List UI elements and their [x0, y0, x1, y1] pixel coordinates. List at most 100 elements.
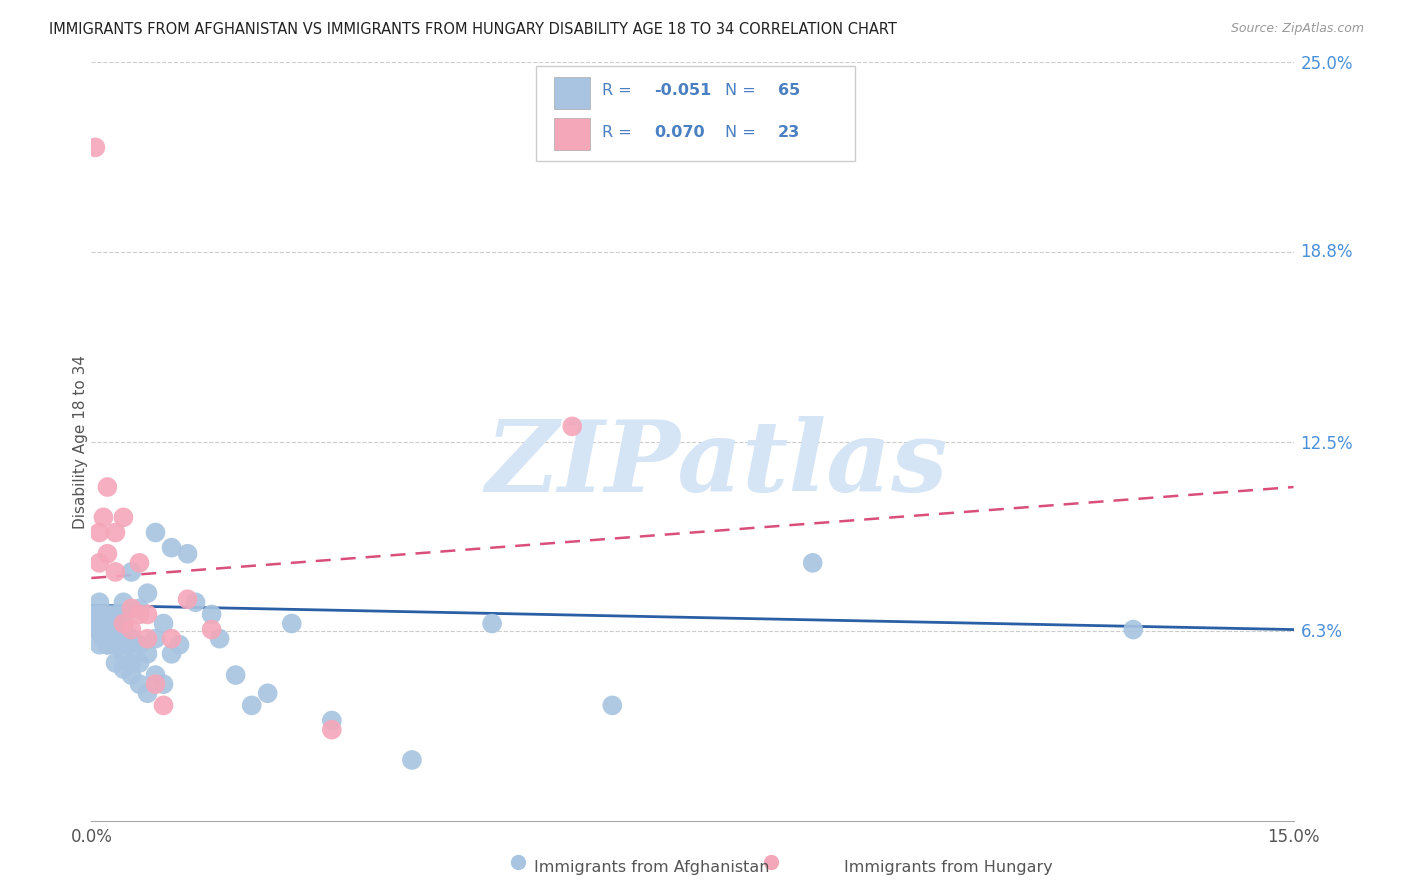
Point [145, 525, 167, 540]
Point [100, 632, 122, 646]
Point [96, 638, 118, 652]
Point [145, 668, 167, 682]
Point [112, 616, 135, 631]
Point [128, 677, 150, 691]
Text: R =: R = [602, 125, 637, 140]
Text: R =: R = [602, 83, 637, 97]
Point [176, 592, 198, 607]
Point [104, 638, 127, 652]
Point [152, 616, 174, 631]
Point [96, 607, 118, 622]
Point [112, 595, 135, 609]
Point [128, 556, 150, 570]
Point [96, 625, 118, 640]
Point [96, 616, 118, 631]
Point [96, 547, 118, 561]
FancyBboxPatch shape [536, 66, 855, 161]
Point [89, 638, 111, 652]
Point [208, 632, 231, 646]
Point [89, 556, 111, 570]
Point [89, 607, 111, 622]
Text: -0.051: -0.051 [654, 83, 711, 97]
Text: N =: N = [725, 83, 761, 97]
Point [84, 140, 107, 154]
Point [160, 632, 183, 646]
Point [321, 714, 343, 728]
Point [152, 698, 174, 713]
Point [136, 632, 159, 646]
Point [121, 656, 143, 670]
Point [160, 541, 183, 555]
Point [93, 623, 115, 637]
Bar [554, 119, 591, 150]
Point [104, 607, 127, 622]
Point [121, 565, 143, 579]
Text: Source: ZipAtlas.com: Source: ZipAtlas.com [1230, 22, 1364, 36]
Point [112, 638, 135, 652]
Point [401, 753, 423, 767]
Point [602, 698, 624, 713]
Point [104, 525, 127, 540]
Point [561, 419, 583, 434]
Point [104, 632, 127, 646]
Point [89, 625, 111, 640]
Point [96, 638, 118, 652]
Point [112, 510, 135, 524]
Point [87, 616, 110, 631]
Point [93, 510, 115, 524]
Point [128, 607, 150, 622]
Y-axis label: Disability Age 18 to 34: Disability Age 18 to 34 [73, 354, 87, 529]
Point [240, 698, 263, 713]
Point [121, 623, 143, 637]
Point [93, 632, 115, 646]
Text: 23: 23 [778, 125, 800, 140]
Point [321, 723, 343, 737]
Point [801, 556, 824, 570]
Text: 65: 65 [778, 83, 800, 97]
Point [96, 480, 118, 494]
Point [104, 565, 127, 579]
Point [121, 632, 143, 646]
Point [112, 647, 135, 661]
Point [225, 668, 247, 682]
Point [112, 607, 135, 622]
Point [128, 601, 150, 615]
Point [89, 525, 111, 540]
Point [176, 547, 198, 561]
Point [112, 632, 135, 646]
Point [256, 686, 278, 700]
Point [104, 623, 127, 637]
Point [136, 647, 159, 661]
Point [136, 607, 159, 622]
Point [169, 638, 191, 652]
Point [481, 616, 503, 631]
Point [84, 607, 107, 622]
Text: 0.070: 0.070 [654, 125, 704, 140]
Point [152, 677, 174, 691]
Point [184, 595, 207, 609]
Point [281, 616, 304, 631]
Point [201, 607, 224, 622]
Point [160, 647, 183, 661]
Point [121, 601, 143, 615]
Text: Immigrants from Hungary: Immigrants from Hungary [844, 860, 1052, 874]
Point [112, 623, 135, 637]
Point [136, 586, 159, 600]
Point [1122, 623, 1144, 637]
Point [145, 677, 167, 691]
Point [121, 638, 143, 652]
Point [104, 656, 127, 670]
Point [121, 668, 143, 682]
Point [136, 686, 159, 700]
Point [201, 623, 224, 637]
Point [128, 656, 150, 670]
Point [89, 616, 111, 631]
Text: N =: N = [725, 125, 761, 140]
Text: ZIPatlas: ZIPatlas [485, 416, 948, 513]
Point [128, 638, 150, 652]
Bar [554, 78, 591, 109]
Point [145, 632, 167, 646]
Point [84, 623, 107, 637]
Point [104, 616, 127, 631]
Point [112, 662, 135, 676]
